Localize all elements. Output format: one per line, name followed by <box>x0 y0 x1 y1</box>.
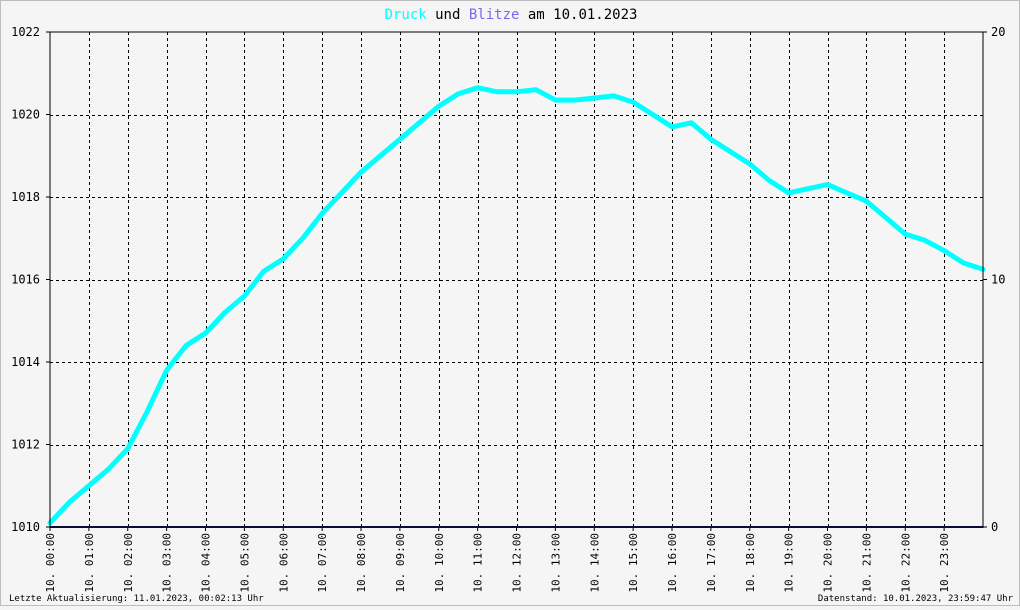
x-tick-label: 10. 11:00 <box>472 533 485 593</box>
x-tick-label: 10. 15:00 <box>627 533 640 593</box>
title-blitze: Blitze <box>469 7 520 23</box>
series-line-druck <box>47 85 986 526</box>
footer-data-status: Datenstand: 10.01.2023, 23:59:47 Uhr <box>818 594 1014 604</box>
x-tick-label: 10. 16:00 <box>666 533 679 593</box>
grid-lines <box>50 32 983 527</box>
x-tick-label: 10. 19:00 <box>783 533 796 593</box>
left-tick-label: 1020 <box>11 108 40 122</box>
x-tick-label: 10. 09:00 <box>394 533 407 593</box>
title-date: am 10.01.2023 <box>528 7 638 23</box>
left-tick-label: 1012 <box>11 438 40 452</box>
left-tick-label: 1016 <box>11 273 40 287</box>
left-tick-label: 1018 <box>11 190 40 204</box>
right-tick-label: 10 <box>991 273 1005 287</box>
x-tick-label: 10. 14:00 <box>588 533 601 593</box>
chart-title: Druck und Blitze am 10.01.2023 <box>385 7 638 23</box>
right-axis-ticks: 0 10 20 <box>983 25 1005 534</box>
x-tick-label: 10. 10:00 <box>433 533 446 593</box>
right-tick-label: 20 <box>991 25 1005 39</box>
x-tick-label: 10. 04:00 <box>200 533 213 593</box>
x-tick-label: 10. 17:00 <box>705 533 718 593</box>
series-layer <box>47 85 986 528</box>
x-tick-label: 10. 05:00 <box>238 533 251 593</box>
left-tick-label: 1022 <box>11 25 40 39</box>
x-tick-label: 10. 08:00 <box>355 533 368 593</box>
x-tick-label: 10. 12:00 <box>511 533 524 593</box>
x-tick-label: 10. 01:00 <box>83 533 96 593</box>
x-tick-label: 10. 18:00 <box>744 533 757 593</box>
left-axis-ticks: 1010 1012 1014 1016 1018 1020 1022 <box>11 25 50 534</box>
x-tick-label: 10. 13:00 <box>549 533 562 593</box>
x-tick-label: 10. 07:00 <box>316 533 329 593</box>
x-tick-label: 10. 20:00 <box>822 533 835 593</box>
footer-last-update: Letzte Aktualisierung: 11.01.2023, 00:02… <box>9 594 264 604</box>
title-druck: Druck <box>385 7 428 23</box>
x-tick-label: 10. 02:00 <box>122 533 135 593</box>
title-und: und <box>435 7 460 23</box>
x-axis-ticks: 10. 00:00 10. 01:00 10. 02:00 10. 03:00 10. … <box>44 527 951 593</box>
left-tick-label: 1010 <box>11 520 40 534</box>
right-tick-label: 0 <box>991 520 998 534</box>
x-tick-label: 10. 06:00 <box>277 533 290 593</box>
plot-border <box>49 31 984 528</box>
x-tick-label: 10. 23:00 <box>938 533 951 593</box>
x-tick-label: 10. 21:00 <box>860 533 873 593</box>
left-tick-label: 1014 <box>11 355 40 369</box>
x-tick-label: 10. 00:00 <box>44 533 57 593</box>
x-tick-label: 10. 03:00 <box>161 533 174 593</box>
x-tick-label: 10. 22:00 <box>899 533 912 593</box>
